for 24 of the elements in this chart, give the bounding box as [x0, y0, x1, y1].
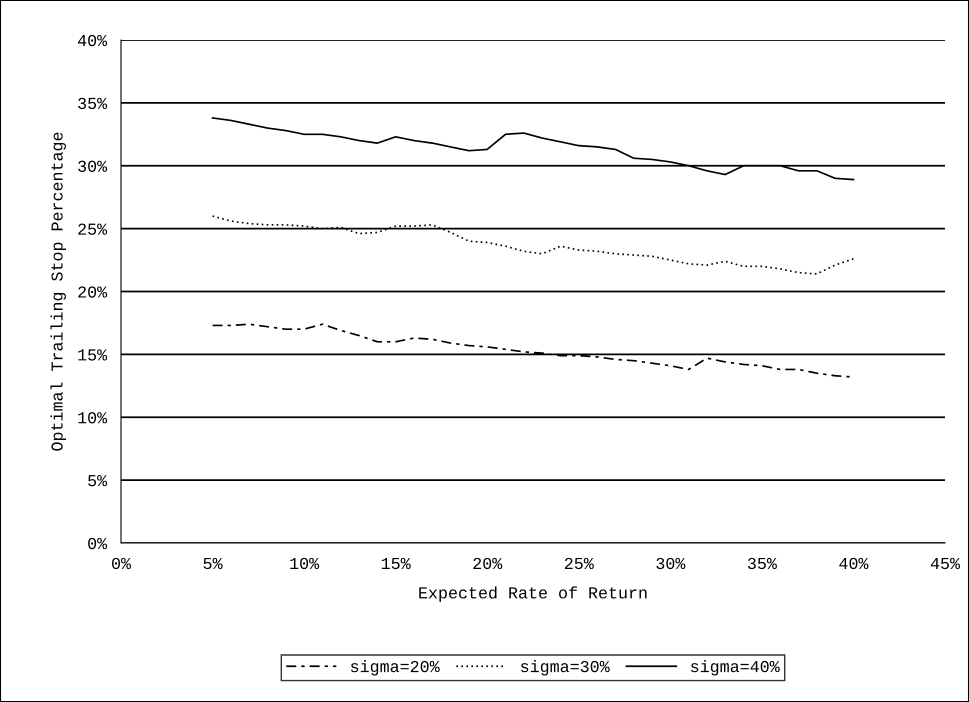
- y-tick-label: 10%: [78, 412, 108, 424]
- x-tick-label: 0%: [112, 558, 132, 570]
- y-axis-title: Optimal Trailing Stop Percentage: [50, 132, 66, 451]
- x-axis-title: Expected Rate of Return: [419, 586, 647, 602]
- x-tick-label: 25%: [564, 558, 594, 570]
- legend-label: sigma=20%: [350, 660, 440, 676]
- x-tick-label: 40%: [839, 558, 868, 570]
- y-tick-label: 25%: [78, 224, 108, 235]
- x-tick-label: 45%: [930, 558, 960, 570]
- y-tick-label: 40%: [78, 34, 108, 46]
- x-tick-label: 5%: [204, 558, 223, 570]
- x-tick-label: 15%: [382, 558, 411, 570]
- x-tick-label: 35%: [748, 558, 777, 570]
- x-tick-label: 10%: [290, 558, 320, 570]
- x-tick-label: 30%: [656, 558, 686, 570]
- y-tick-label: 30%: [78, 160, 108, 172]
- legend-label: sigma=30%: [521, 660, 610, 676]
- legend-label: sigma=40%: [691, 660, 780, 676]
- y-tick-label: 35%: [78, 98, 108, 110]
- y-tick-label: 15%: [78, 349, 108, 361]
- y-tick-label: 5%: [88, 475, 108, 486]
- x-tick-label: 20%: [473, 558, 502, 570]
- y-tick-label: 20%: [78, 286, 108, 298]
- y-tick-label: 0%: [88, 538, 108, 550]
